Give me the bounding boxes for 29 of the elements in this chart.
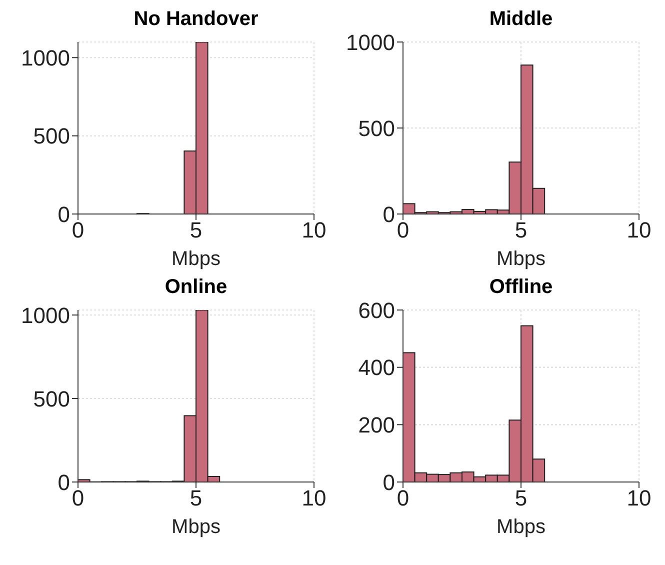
- x-axis-title: Mbps: [496, 247, 546, 272]
- chart-title: Offline: [489, 276, 553, 298]
- x-tick-label: 5: [190, 218, 202, 243]
- y-tick-label: 500: [33, 386, 70, 412]
- y-tick-label: 1000: [346, 30, 395, 55]
- y-tick-label: 0: [58, 202, 70, 227]
- y-tick-label: 400: [358, 355, 395, 380]
- x-tick-label: 5: [514, 218, 528, 243]
- y-tick-label: 0: [58, 470, 70, 495]
- chart-title: No Handover: [132, 8, 260, 32]
- y-tick-label: 0: [382, 202, 395, 227]
- y-tick-label: 0: [382, 470, 395, 495]
- x-tick-label: 10: [626, 218, 652, 243]
- x-axis-title: Mbps: [170, 515, 222, 540]
- y-tick-label: 1000: [21, 45, 70, 70]
- chart-title: Middle: [489, 8, 553, 30]
- y-tick-label: 500: [358, 116, 395, 141]
- x-axis-title: Mbps: [496, 515, 546, 540]
- y-tick-label: 600: [358, 298, 395, 323]
- y-tick-label: 500: [33, 124, 70, 149]
- x-tick-label: 10: [626, 486, 652, 511]
- x-tick-label: 10: [302, 218, 326, 243]
- y-tick-label: 200: [358, 412, 395, 438]
- y-tick-label: 1000: [21, 302, 70, 328]
- x-axis-title: Mbps: [170, 247, 222, 272]
- x-tick-label: 5: [514, 486, 528, 511]
- chart-title: Online: [164, 276, 228, 300]
- x-tick-label: 5: [190, 486, 202, 511]
- x-tick-label: 10: [302, 486, 326, 511]
